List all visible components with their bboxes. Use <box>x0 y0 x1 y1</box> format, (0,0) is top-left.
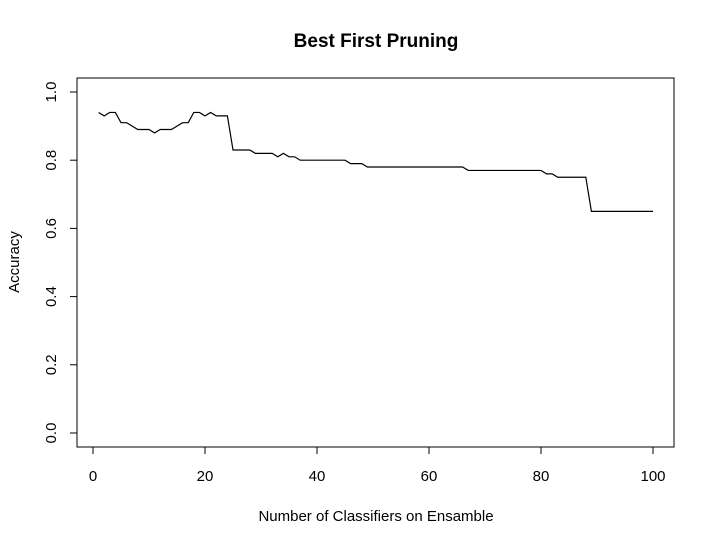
x-tick-label: 40 <box>309 468 326 485</box>
y-axis-label: Accuracy <box>6 231 23 293</box>
y-axis: 0.0 0.2 0.4 0.6 0.8 1.0 <box>43 82 77 444</box>
x-tick-label: 20 <box>197 468 214 485</box>
chart-title: Best First Pruning <box>294 31 459 52</box>
plot-frame <box>76 77 675 448</box>
x-axis: 0 20 40 60 80 100 <box>89 447 666 485</box>
x-tick-label: 60 <box>421 468 438 485</box>
y-tick-label: 0.4 <box>43 286 60 307</box>
x-axis-label: Number of Classifiers on Ensamble <box>258 508 493 525</box>
x-tick-label: 80 <box>533 468 550 485</box>
y-tick-label: 0.2 <box>43 354 60 375</box>
x-tick-label: 100 <box>640 468 665 485</box>
series-line <box>98 111 653 212</box>
y-tick-label: 0.0 <box>43 423 60 444</box>
y-tick-label: 0.8 <box>43 150 60 171</box>
y-tick-label: 1.0 <box>43 82 60 103</box>
x-tick-label: 0 <box>89 468 97 485</box>
y-tick-label: 0.6 <box>43 218 60 239</box>
